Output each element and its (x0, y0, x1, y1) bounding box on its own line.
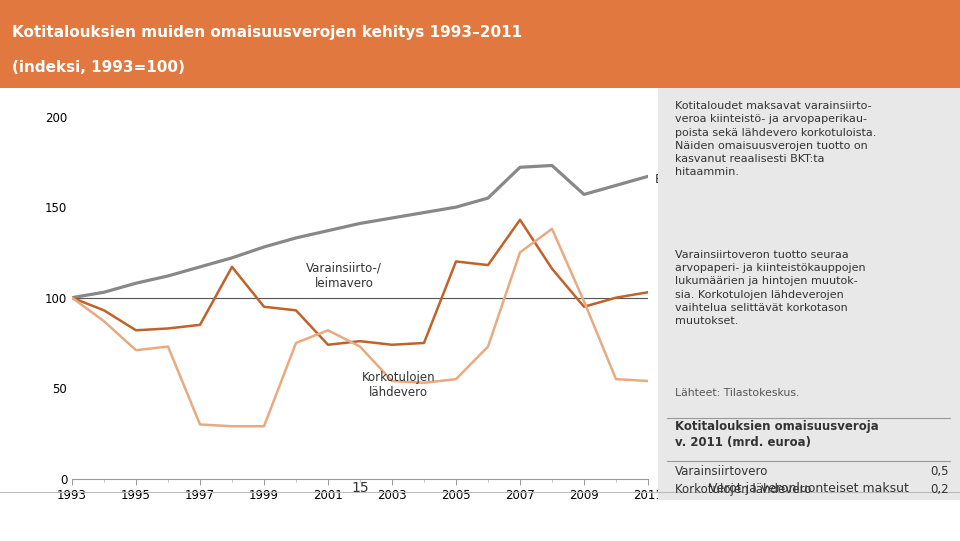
Text: Lähteet: Tilastokeskus.: Lähteet: Tilastokeskus. (675, 388, 800, 398)
Text: Korkotulojen lähdevero: Korkotulojen lähdevero (675, 483, 811, 496)
Text: Kotitalouksien muiden omaisuusverojen kehitys 1993–2011: Kotitalouksien muiden omaisuusverojen ke… (12, 24, 521, 39)
Text: Varainsiirtovero: Varainsiirtovero (675, 465, 768, 478)
Text: Kotitalouksien omaisuusveroja
v. 2011 (mrd. euroa): Kotitalouksien omaisuusveroja v. 2011 (m… (675, 420, 878, 450)
Text: BKT: BKT (655, 174, 678, 187)
Text: 15: 15 (351, 481, 369, 495)
Text: (indeksi, 1993=100): (indeksi, 1993=100) (12, 60, 184, 75)
Text: Korkotulojen
lähdevero: Korkotulojen lähdevero (362, 371, 435, 399)
Text: Kotitaloudet maksavat varainsiirto-
veroa kiinteistö- ja arvopaperikau-
poista s: Kotitaloudet maksavat varainsiirto- vero… (675, 101, 876, 177)
Text: 0,2: 0,2 (930, 483, 948, 496)
Text: Varainsiirto-/
leimavero: Varainsiirto-/ leimavero (306, 262, 382, 290)
Text: Varainsiirtoveron tuotto seuraa
arvopaperi- ja kiinteistökauppojen
lukumäärien j: Varainsiirtoveron tuotto seuraa arvopape… (675, 250, 866, 326)
Text: 0,5: 0,5 (930, 465, 948, 478)
Text: Verot ja veronluonteiset maksut: Verot ja veronluonteiset maksut (708, 482, 909, 495)
